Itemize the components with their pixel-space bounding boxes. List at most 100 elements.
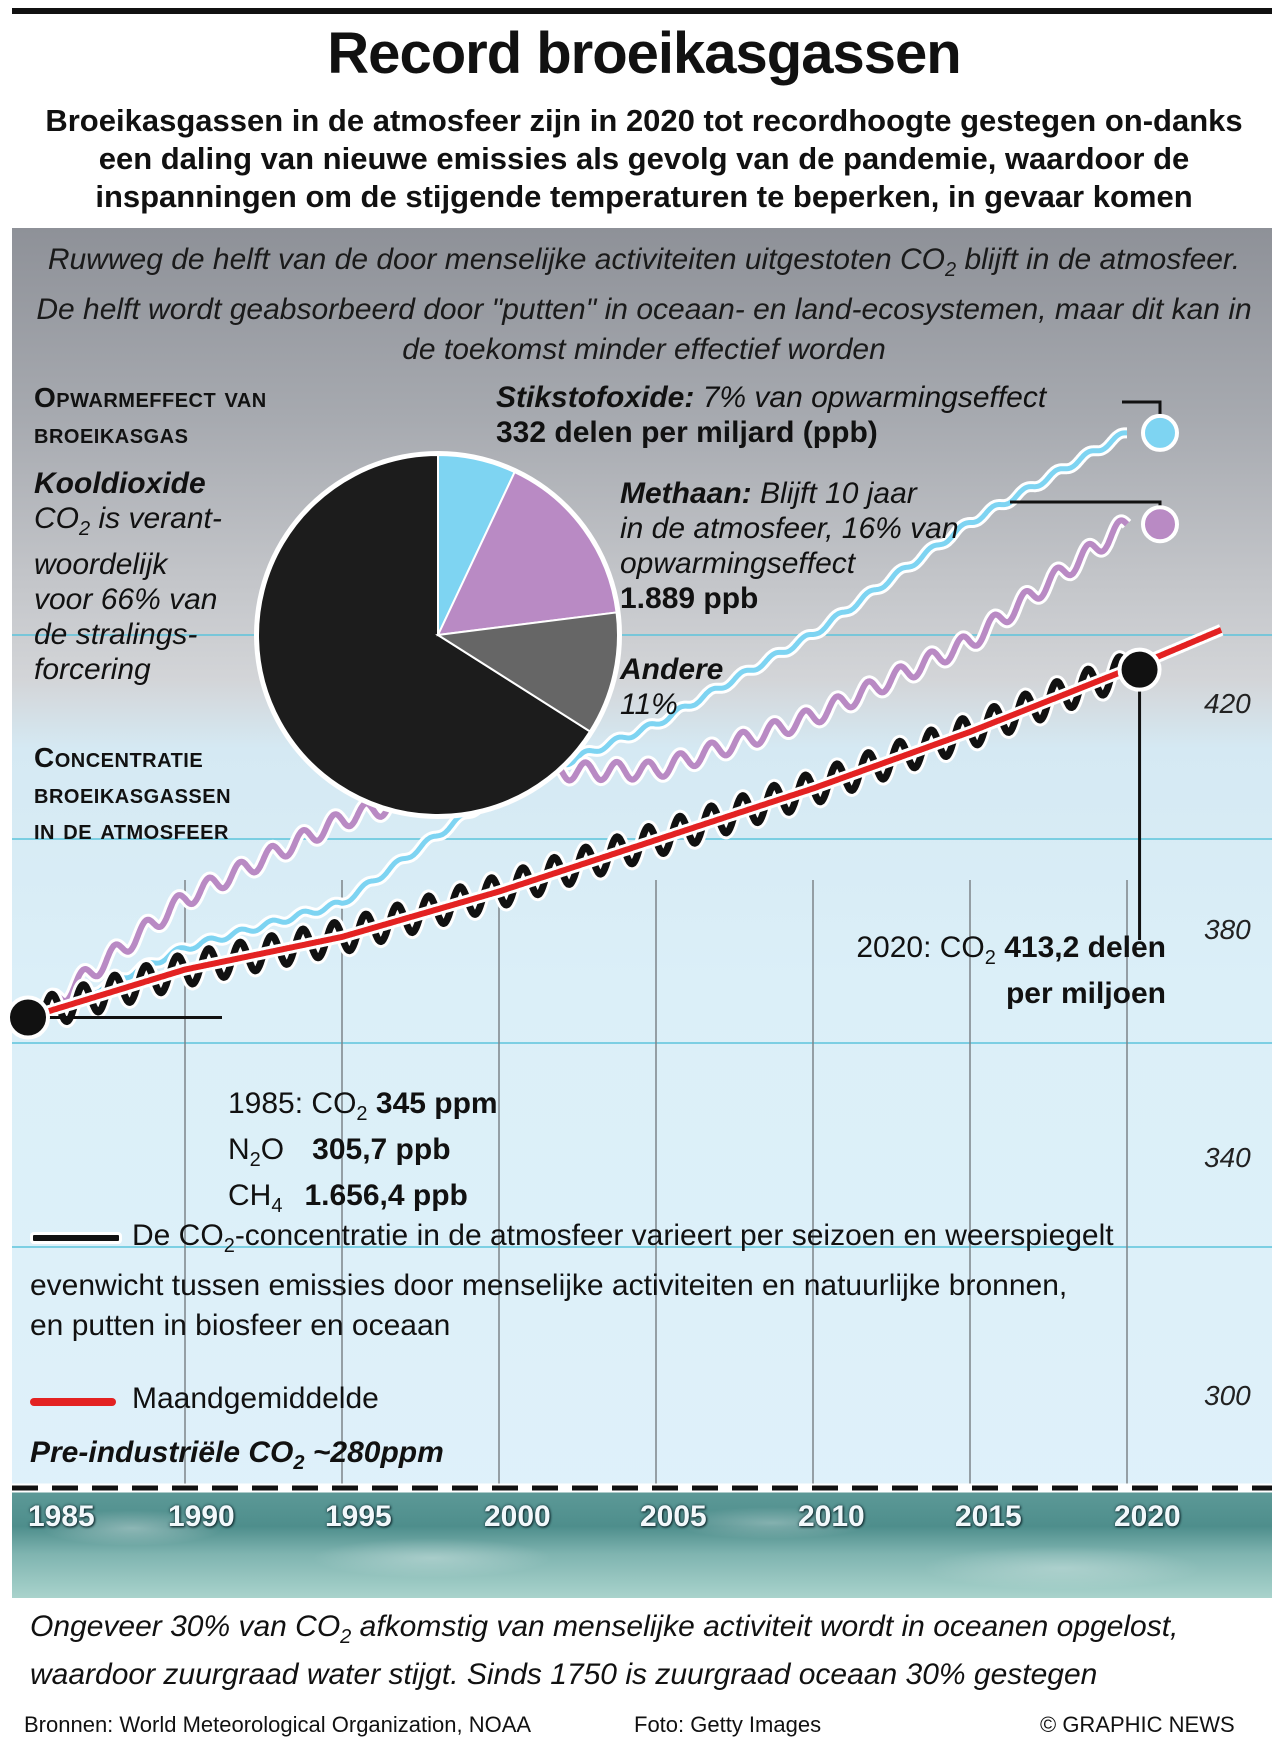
ocean-text-part2: afkomstig van menselijke activiteit word… bbox=[351, 1610, 1179, 1643]
marker-co2-2020 bbox=[1117, 647, 1162, 692]
pie-label-co2-text5: forcering bbox=[34, 653, 151, 686]
ocean-text-line2: waardoor zuurgraad water stijgt. Sinds 1… bbox=[30, 1658, 1098, 1691]
pie-label-ch4-name: Methaan: bbox=[620, 477, 752, 510]
annotation-1985-sub2: 2 bbox=[249, 1149, 261, 1171]
annotation-1985-line2a: N bbox=[228, 1133, 250, 1166]
sources: Bronnen: World Meteorological Organizati… bbox=[24, 1712, 532, 1737]
x-tick-2010: 2010 bbox=[798, 1500, 865, 1533]
pie-slice-other bbox=[435, 611, 619, 733]
legend-seasonal: De CO2-concentratie in de atmosfeer vari… bbox=[30, 1216, 1260, 1346]
pie-label-co2-text1b: is verant- bbox=[90, 502, 222, 535]
pie-label-n2o-value: 332 delen per miljard (ppb) bbox=[496, 416, 878, 449]
pie-heading-line2: broeikasgas bbox=[34, 418, 189, 449]
y-tick-380: 380 bbox=[1204, 914, 1251, 945]
x-tick-1995: 1995 bbox=[325, 1500, 392, 1533]
ocean-text-part1: Ongeveer 30% van CO bbox=[30, 1610, 341, 1643]
pie-label-ch4-text3: opwarmingseffect bbox=[620, 547, 856, 580]
preindustrial-sub: 2 bbox=[293, 1452, 305, 1474]
preindustrial-part1: Pre-industriële CO bbox=[30, 1436, 294, 1469]
marker-co2-1985 bbox=[6, 995, 50, 1040]
annotation-1985-line2b: O bbox=[260, 1133, 285, 1166]
top-rule bbox=[12, 8, 1272, 14]
pie-label-ch4-text2: in de atmosfeer, 16% van bbox=[620, 512, 959, 545]
copyright: © GRAPHIC NEWS bbox=[1040, 1712, 1235, 1737]
annotation-2020-sub: 2 bbox=[984, 947, 996, 969]
pie-label-co2-text1: CO bbox=[34, 502, 79, 535]
intro-text-part2: blijft in de atmosfeer. De helft wordt g… bbox=[36, 243, 1252, 366]
y-tick-420: 420 bbox=[1204, 688, 1251, 719]
pie-label-co2-sub: 2 bbox=[79, 518, 91, 540]
annotation-1985-line1b: 345 ppm bbox=[367, 1087, 498, 1120]
x-tick-2015: 2015 bbox=[955, 1500, 1022, 1533]
series-line-monthly-average bbox=[26, 627, 1223, 1021]
legend-seasonal-part2: -concentratie in de atmosfeer varieert p… bbox=[234, 1219, 1114, 1252]
x-tick-2005: 2005 bbox=[640, 1500, 707, 1533]
pie-heading-line1: Opwarmeffect van bbox=[34, 382, 267, 413]
pie-label-co2: Kooldioxide CO2 is verant- woordelijk vo… bbox=[34, 466, 222, 687]
intro-text: Ruwweg de helft van de door menselijke a… bbox=[30, 240, 1258, 370]
pie-label-co2-text4: de stralings- bbox=[34, 618, 198, 651]
pie-label-other-name: Andere bbox=[620, 653, 724, 686]
series-line-n2o bbox=[26, 430, 1129, 1025]
photo-credit: Foto: Getty Images bbox=[634, 1712, 822, 1737]
legend-monthly: Maandgemiddelde bbox=[132, 1382, 379, 1415]
annotation-1985-sub3: 4 bbox=[271, 1195, 283, 1217]
concentration-heading-line1: Concentratie bbox=[34, 742, 204, 773]
legend-swatch-seasonal bbox=[30, 1232, 122, 1244]
x-tick-2020: 2020 bbox=[1114, 1500, 1181, 1533]
annotation-1985-line3b: 1.656,4 ppb bbox=[304, 1179, 468, 1212]
pie-label-co2-text3: voor 66% van bbox=[34, 583, 218, 616]
pie-label-ch4-text1: Blijft 10 jaar bbox=[751, 477, 917, 510]
x-tick-1985: 1985 bbox=[28, 1500, 95, 1533]
pie-label-n2o-text: 7% van opwarmingseffect bbox=[694, 381, 1047, 414]
annotation-2020-line1b: 413,2 delen bbox=[995, 931, 1166, 964]
annotation-1985-sub1: 2 bbox=[356, 1103, 368, 1125]
chart-panel bbox=[12, 228, 1272, 1598]
pie-slice-co2 bbox=[257, 453, 592, 816]
x-tick-2000: 2000 bbox=[484, 1500, 551, 1533]
page-subtitle: Broeikasgassen in de atmosfeer zijn in 2… bbox=[45, 103, 1243, 214]
intro-text-part1: Ruwweg de helft van de door menselijke a… bbox=[47, 243, 945, 276]
annotation-1985-line3a: CH bbox=[228, 1179, 272, 1212]
legend-seasonal-line2: evenwicht tussen emissies door menselijk… bbox=[30, 1269, 1068, 1302]
marker-ch4-2020 bbox=[1141, 505, 1179, 544]
y-tick-340: 340 bbox=[1204, 1142, 1251, 1173]
pie-chart bbox=[254, 451, 622, 819]
ocean-text-sub: 2 bbox=[340, 1626, 352, 1648]
x-tick-1990: 1990 bbox=[168, 1500, 235, 1533]
pie-label-co2-name: Kooldioxide bbox=[34, 467, 206, 500]
pie-label-n2o-name: Stikstofoxide: bbox=[496, 381, 695, 414]
pie-slice-ch4 bbox=[436, 470, 618, 637]
annotation-2020-line1a: 2020: CO bbox=[856, 931, 985, 964]
annotation-2020: 2020: CO2 413,2 delen per miljoen bbox=[820, 930, 1166, 1011]
annotation-2020-line2: per miljoen bbox=[1005, 977, 1166, 1010]
pie-label-n2o: Stikstofoxide: 7% van opwarmingseffect 3… bbox=[496, 380, 1046, 450]
legend-swatch-monthly bbox=[30, 1398, 116, 1406]
legend-seasonal-line3: en putten in biosfeer en oceaan bbox=[30, 1309, 451, 1342]
annotation-1985-line2c: 305,7 ppb bbox=[312, 1133, 451, 1166]
marker-n2o-2020 bbox=[1141, 413, 1179, 452]
concentration-heading-line2: broeikasgassen bbox=[34, 778, 232, 809]
preindustrial-part2: ~280ppm bbox=[304, 1436, 444, 1469]
pie-heading: Opwarmeffect van broeikasgas bbox=[34, 380, 267, 452]
pie-label-co2-text2: woordelijk bbox=[34, 548, 168, 581]
concentration-heading: Concentratie broeikasgassen in de atmosf… bbox=[34, 740, 231, 848]
pie-label-other-value: 11% bbox=[620, 688, 678, 721]
preindustrial-label: Pre-industriële CO2 ~280ppm bbox=[30, 1436, 444, 1475]
legend-seasonal-part1: De CO bbox=[132, 1219, 224, 1252]
ocean-photo bbox=[12, 1488, 1272, 1598]
pie-label-ch4-value: 1.889 ppb bbox=[620, 582, 759, 615]
page-title: Record broeikasgassen bbox=[327, 21, 961, 86]
annotation-1985-line1a: 1985: CO bbox=[228, 1087, 357, 1120]
ocean-text: Ongeveer 30% van CO2 afkomstig van mense… bbox=[30, 1608, 1270, 1694]
intro-text-subscript: 2 bbox=[945, 259, 957, 281]
legend-seasonal-sub: 2 bbox=[223, 1235, 235, 1257]
concentration-heading-line3: in de atmosfeer bbox=[34, 814, 229, 845]
annotation-1985: 1985: CO2 345 ppm N2O 305,7 ppb CH4 1.656,… bbox=[228, 1086, 498, 1224]
y-tick-300: 300 bbox=[1204, 1380, 1251, 1411]
pie-label-other: Andere 11% bbox=[620, 652, 723, 722]
series-line-ch4 bbox=[25, 517, 1130, 1029]
